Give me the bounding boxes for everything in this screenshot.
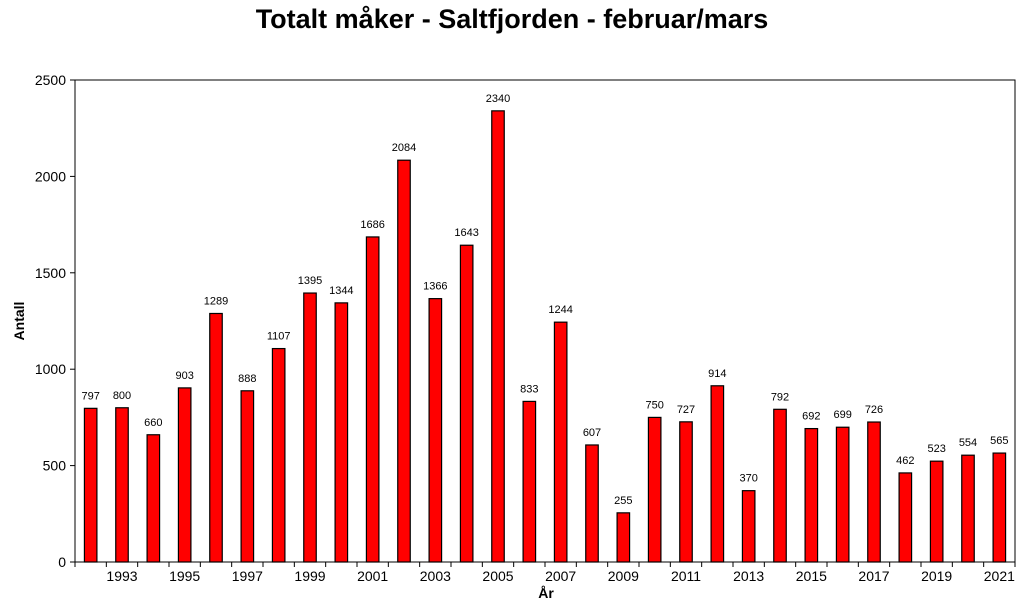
data-label: 607 [583,427,601,439]
data-label: 1289 [204,295,228,307]
bar [177,387,192,563]
data-label: 699 [833,409,851,421]
data-label: 833 [520,383,538,395]
data-label: 792 [771,391,789,403]
x-tick-label: 1999 [294,568,325,584]
x-tick-label: 2009 [608,568,639,584]
data-label: 914 [708,368,726,380]
bar [835,426,850,563]
bar [83,407,98,563]
chart-title: Totalt måker - Saltfjorden - februar/mar… [255,4,769,34]
data-label: 565 [990,435,1008,447]
data-label: 750 [645,399,663,411]
y-tick-label: 1500 [35,265,66,281]
bar [428,298,443,563]
y-tick-label: 0 [58,554,66,570]
bar [741,490,756,563]
data-label: 888 [238,373,256,385]
y-axis-label: Antall [11,302,27,341]
bar [898,472,913,563]
bar [240,390,255,563]
bar [804,427,819,563]
bar [929,460,944,563]
data-label: 800 [113,390,131,402]
x-tick-label: 2003 [420,568,451,584]
data-label: 1686 [360,219,384,231]
bar [303,292,317,563]
data-label: 462 [896,455,914,467]
x-tick-label: 2015 [796,568,827,584]
data-label: 554 [959,437,977,449]
bar [647,416,662,563]
bar [271,347,286,563]
bar [334,302,349,563]
y-tick-label: 2000 [35,168,66,184]
bar [585,444,599,563]
data-label: 692 [802,411,820,423]
bar [459,244,474,563]
bar [616,512,631,563]
x-tick-label: 2007 [545,568,576,584]
x-tick-label: 2005 [482,568,513,584]
data-label: 726 [865,404,883,416]
data-label: 2084 [392,142,416,154]
x-tick-label: 2021 [984,568,1015,584]
x-tick-label: 1997 [232,568,263,584]
data-label: 727 [677,404,695,416]
x-axis-label: År [538,585,554,601]
x-tick-label: 2013 [733,568,764,584]
bar [365,236,380,563]
x-tick-label: 2011 [671,568,701,584]
bar [491,110,505,563]
x-tick-label: 2001 [357,568,388,584]
data-label: 1643 [454,227,478,239]
bar [397,159,411,563]
x-tick-label: 2019 [921,568,952,584]
data-label: 797 [81,390,99,402]
data-label: 255 [614,495,632,507]
data-label: 370 [739,473,757,485]
data-label: 523 [927,443,945,455]
bar [115,407,129,563]
data-labels: 797 800 660 903 1289 888 1107 1395 1344 1686 2084 1… [81,93,1008,507]
data-label: 1395 [298,275,322,287]
bar [679,421,693,563]
data-label: 1344 [329,285,353,297]
data-label: 1366 [423,281,447,293]
bar [710,385,725,563]
x-tick-label: 1995 [169,568,200,584]
data-label: 660 [144,417,162,429]
data-label: 1107 [267,331,291,343]
data-label: 903 [175,370,193,382]
bar [209,312,223,563]
data-label: 2340 [486,93,510,105]
bar [773,408,787,563]
bar [961,454,975,563]
bar [553,321,568,563]
y-tick-label: 500 [43,458,67,474]
y-tick-label: 1000 [35,361,66,377]
bars [83,110,1007,563]
axes: 0 500 1000 1500 2000 2500 1993 1995 1997 1999 2001… [35,72,1016,584]
bar [992,452,1007,563]
x-tick-label: 1993 [106,568,137,584]
bar [867,421,881,563]
bar [146,434,161,563]
y-tick-label: 2500 [35,72,66,88]
data-label: 1244 [548,304,572,316]
bar [522,400,537,563]
x-tick-label: 2017 [858,568,889,584]
